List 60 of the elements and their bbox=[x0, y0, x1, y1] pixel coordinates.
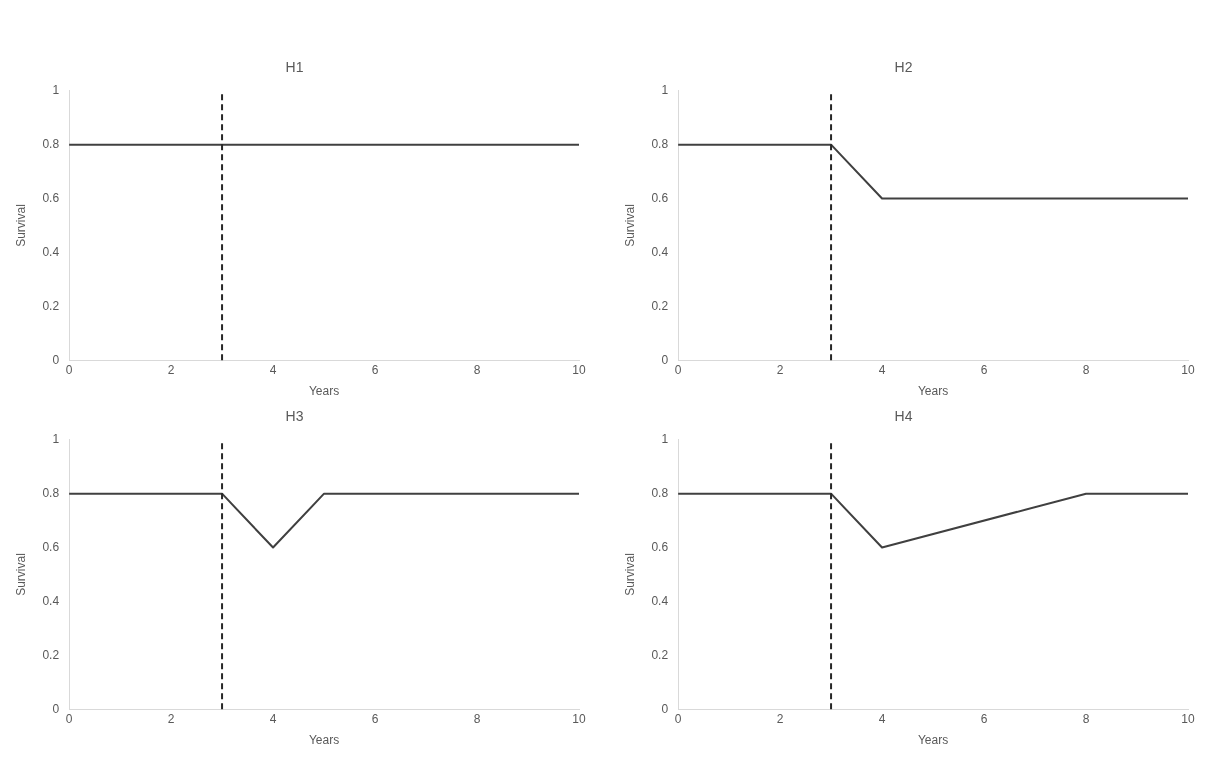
y-tick-label: 0.2 bbox=[42, 298, 60, 313]
y-tick-label: 1 bbox=[661, 83, 669, 98]
y-tick-label: 0.6 bbox=[42, 539, 60, 554]
y-tick-label: 0.4 bbox=[42, 593, 60, 608]
y-tick-label: 1 bbox=[52, 432, 60, 447]
x-tick-label: 2 bbox=[167, 362, 175, 377]
x-tick-label: 4 bbox=[269, 711, 277, 726]
y-tick-label: 0.8 bbox=[651, 485, 669, 500]
x-tick-label: 2 bbox=[776, 711, 784, 726]
x-tick-label: 4 bbox=[878, 362, 886, 377]
y-tick-label: 0.6 bbox=[651, 539, 669, 554]
y-tick-label: 0.4 bbox=[651, 593, 669, 608]
x-axis-title: Years bbox=[308, 384, 340, 399]
y-tick-label: 1 bbox=[661, 432, 669, 447]
x-tick-label: 8 bbox=[473, 711, 481, 726]
y-axis-title: Survival bbox=[622, 553, 637, 596]
y-tick-label: 0.6 bbox=[42, 190, 60, 205]
x-tick-label: 4 bbox=[878, 711, 886, 726]
x-axis-title: Years bbox=[917, 733, 949, 748]
x-tick-label: 8 bbox=[1082, 362, 1090, 377]
y-tick-label: 0 bbox=[52, 352, 60, 367]
chart-title: H2 bbox=[894, 59, 913, 76]
y-tick-label: 0 bbox=[52, 701, 60, 716]
chart-title: H1 bbox=[285, 59, 304, 76]
y-tick-label: 0.8 bbox=[651, 136, 669, 151]
x-tick-label: 10 bbox=[1181, 362, 1195, 377]
x-tick-label: 2 bbox=[776, 362, 784, 377]
y-tick-label: 0 bbox=[661, 352, 669, 367]
y-tick-label: 0.2 bbox=[651, 647, 669, 662]
x-tick-label: 10 bbox=[572, 362, 586, 377]
x-tick-label: 0 bbox=[674, 362, 682, 377]
x-tick-label: 8 bbox=[473, 362, 481, 377]
y-axis-title: Survival bbox=[13, 553, 28, 596]
y-tick-label: 0.6 bbox=[651, 190, 669, 205]
x-tick-label: 10 bbox=[1181, 711, 1195, 726]
y-axis-title: Survival bbox=[13, 204, 28, 247]
y-tick-label: 0.8 bbox=[42, 485, 60, 500]
x-tick-label: 6 bbox=[980, 711, 988, 726]
y-tick-label: 0.2 bbox=[42, 647, 60, 662]
x-tick-label: 10 bbox=[572, 711, 586, 726]
y-axis-title: Survival bbox=[622, 204, 637, 247]
x-tick-label: 4 bbox=[269, 362, 277, 377]
chart-title: H4 bbox=[894, 408, 913, 425]
x-tick-label: 0 bbox=[674, 711, 682, 726]
x-tick-label: 6 bbox=[371, 711, 379, 726]
x-tick-label: 6 bbox=[980, 362, 988, 377]
x-tick-label: 2 bbox=[167, 711, 175, 726]
x-tick-label: 0 bbox=[65, 711, 73, 726]
x-axis-title: Years bbox=[917, 384, 949, 399]
x-tick-label: 0 bbox=[65, 362, 73, 377]
x-tick-label: 6 bbox=[371, 362, 379, 377]
y-tick-label: 1 bbox=[52, 83, 60, 98]
chart-title: H3 bbox=[285, 408, 304, 425]
y-tick-label: 0 bbox=[661, 701, 669, 716]
x-axis-title: Years bbox=[308, 733, 340, 748]
y-tick-label: 0.8 bbox=[42, 136, 60, 151]
y-tick-label: 0.4 bbox=[651, 244, 669, 259]
y-tick-label: 0.4 bbox=[42, 244, 60, 259]
y-tick-label: 0.2 bbox=[651, 298, 669, 313]
x-tick-label: 8 bbox=[1082, 711, 1090, 726]
